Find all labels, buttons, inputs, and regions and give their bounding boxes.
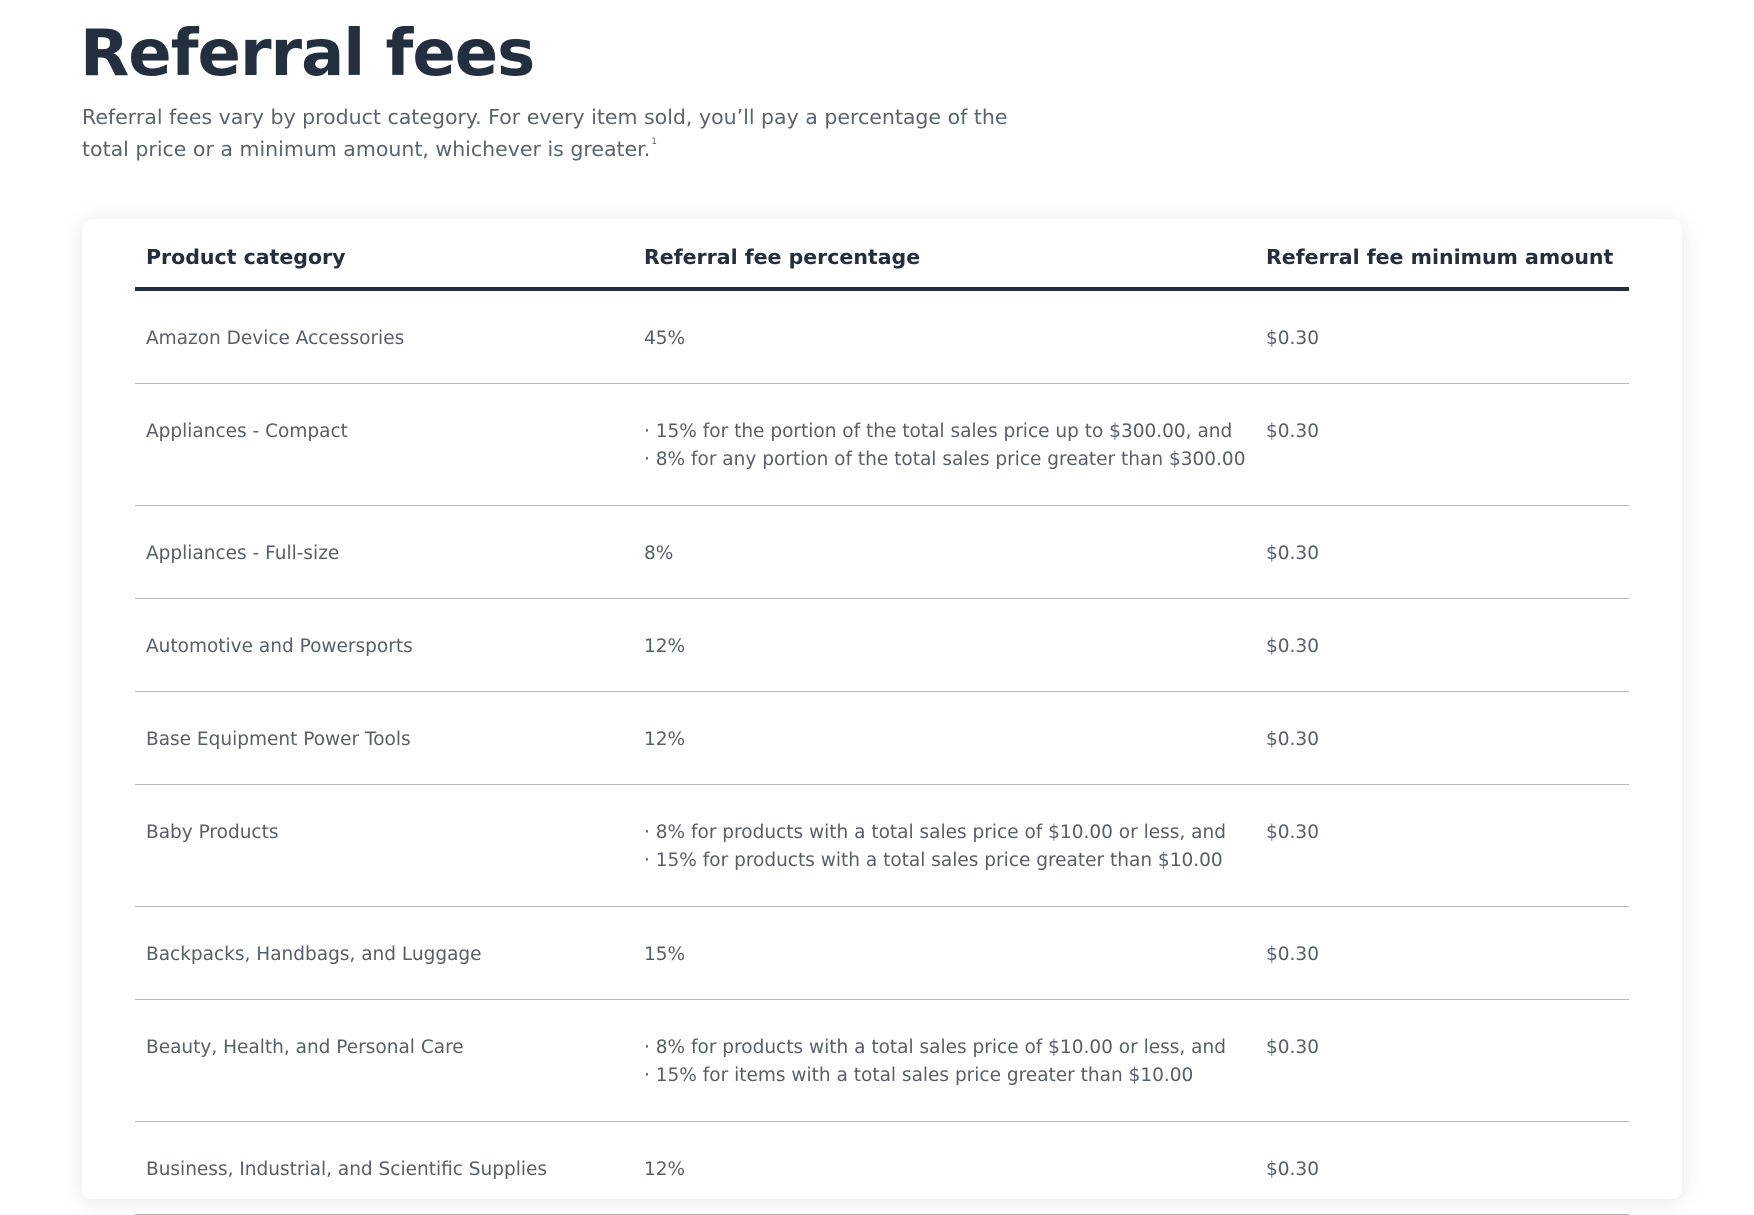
cell-percentage: · 8% for products with a total sales pri… (633, 784, 1255, 907)
table-row: Appliances - Full-size 8% $0.30 (135, 505, 1629, 599)
referral-fees-table: Product category Referral fee percentage… (135, 245, 1629, 1215)
cell-minimum: $0.30 (1255, 691, 1629, 785)
cell-percentage: 12% (633, 691, 1255, 785)
table-row: Base Equipment Power Tools 12% $0.30 (135, 691, 1629, 785)
cell-minimum: $0.30 (1255, 906, 1629, 1000)
table-row: Beauty, Health, and Personal Care · 8% fo… (135, 999, 1629, 1122)
cell-percentage: 8% (633, 505, 1255, 599)
cell-percentage: · 8% for products with a total sales pri… (633, 999, 1255, 1122)
percentage-line: · 8% for any portion of the total sales … (644, 449, 1246, 470)
cell-minimum: $0.30 (1255, 598, 1629, 692)
column-header-percentage: Referral fee percentage (633, 245, 1255, 291)
percentage-line: · 15% for the portion of the total sales… (644, 421, 1233, 442)
page-title: Referral fees (80, 17, 535, 91)
percentage-line: · 15% for products with a total sales pr… (644, 850, 1223, 871)
column-header-minimum: Referral fee minimum amount (1255, 245, 1629, 291)
footnote-marker[interactable]: 1 (651, 137, 657, 147)
cell-minimum: $0.30 (1255, 383, 1629, 506)
cell-category: Baby Products (135, 784, 633, 907)
column-header-category: Product category (135, 245, 633, 291)
table-row: Baby Products · 8% for products with a to… (135, 784, 1629, 907)
percentage-line: · 8% for products with a total sales pri… (644, 1037, 1226, 1058)
cell-minimum: $0.30 (1255, 784, 1629, 907)
cell-percentage: 12% (633, 598, 1255, 692)
percentage-line: 12% (644, 729, 686, 750)
percentage-line: 8% (644, 543, 674, 564)
cell-category: Business, Industrial, and Scientific Sup… (135, 1121, 633, 1215)
cell-category: Beauty, Health, and Personal Care (135, 999, 633, 1122)
intro-text: Referral fees vary by product category. … (82, 101, 1022, 165)
cell-percentage: 15% (633, 906, 1255, 1000)
cell-percentage: · 15% for the portion of the total sales… (633, 383, 1255, 506)
cell-minimum: $0.30 (1255, 1121, 1629, 1215)
percentage-line: 45% (644, 328, 686, 349)
referral-fees-card: Product category Referral fee percentage… (82, 219, 1682, 1215)
table-row: Business, Industrial, and Scientific Sup… (135, 1121, 1629, 1215)
table-row: Backpacks, Handbags, and Luggage 15% $0.30 (135, 906, 1629, 1000)
cell-category: Appliances - Compact (135, 383, 633, 506)
cell-minimum: $0.30 (1255, 505, 1629, 599)
intro-description: Referral fees vary by product category. … (82, 105, 1008, 161)
table-row: Automotive and Powersports 12% $0.30 (135, 598, 1629, 692)
percentage-line: · 8% for products with a total sales pri… (644, 822, 1226, 843)
cell-category: Amazon Device Accessories (135, 289, 633, 384)
table-header-row: Product category Referral fee percentage… (135, 245, 1629, 291)
table-row: Amazon Device Accessories 45% $0.30 (135, 289, 1629, 384)
cell-category: Backpacks, Handbags, and Luggage (135, 906, 633, 1000)
percentage-line: 15% (644, 944, 686, 965)
percentage-line: 12% (644, 1159, 686, 1180)
cell-percentage: 45% (633, 289, 1255, 384)
cell-minimum: $0.30 (1255, 999, 1629, 1122)
cell-category: Appliances - Full-size (135, 505, 633, 599)
cell-percentage: 12% (633, 1121, 1255, 1215)
table-body: Amazon Device Accessories 45% $0.30 Applian… (135, 289, 1629, 1215)
cell-minimum: $0.30 (1255, 289, 1629, 384)
percentage-line: · 15% for items with a total sales price… (644, 1065, 1194, 1086)
table-row: Appliances - Compact · 15% for the portio… (135, 383, 1629, 506)
cell-category: Automotive and Powersports (135, 598, 633, 692)
percentage-line: 12% (644, 636, 686, 657)
cell-category: Base Equipment Power Tools (135, 691, 633, 785)
